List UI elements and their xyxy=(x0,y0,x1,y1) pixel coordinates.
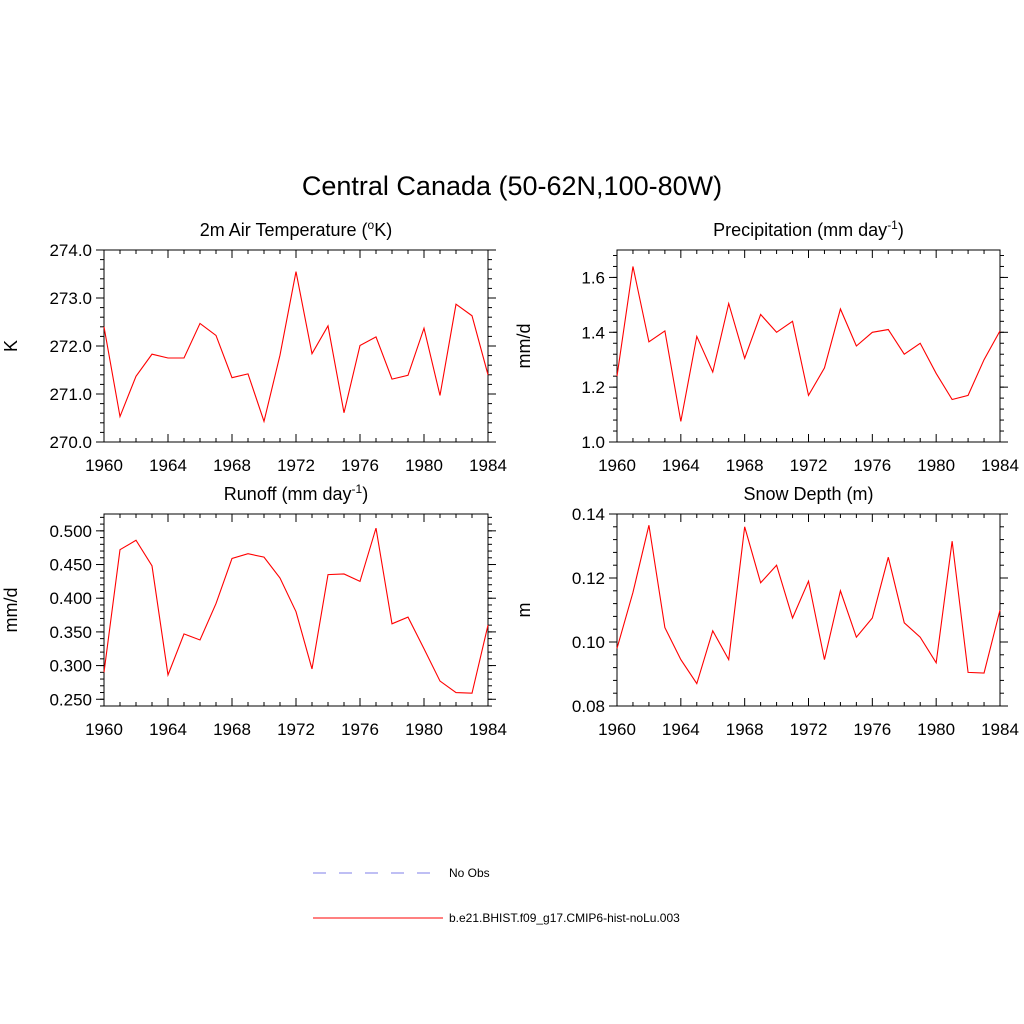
x-tick-label: 1960 xyxy=(598,456,636,475)
plot-frame xyxy=(103,249,489,443)
x-tick-label: 1960 xyxy=(85,720,123,739)
x-tick-label: 1980 xyxy=(917,720,955,739)
x-tick-label: 1960 xyxy=(598,720,636,739)
figure-title: Central Canada (50-62N,100-80W) xyxy=(302,171,722,201)
x-tick-label: 1984 xyxy=(981,456,1019,475)
x-tick-label: 1964 xyxy=(662,456,700,475)
x-tick-label: 1964 xyxy=(662,720,700,739)
series-line xyxy=(616,266,1001,422)
legend-label-no-obs: No Obs xyxy=(449,866,490,880)
y-tick-label: 272.0 xyxy=(49,337,92,356)
x-tick-label: 1972 xyxy=(790,456,828,475)
x-tick-label: 1972 xyxy=(277,720,315,739)
x-tick-label: 1972 xyxy=(790,720,828,739)
y-axis-label: K xyxy=(1,340,21,352)
y-axis-label: m xyxy=(514,603,534,618)
x-tick-label: 1984 xyxy=(469,456,507,475)
series-line xyxy=(103,527,489,694)
y-axis-label: mm/d xyxy=(1,588,21,633)
x-tick-label: 1984 xyxy=(469,720,507,739)
x-tick-label: 1972 xyxy=(277,456,315,475)
x-tick-label: 1984 xyxy=(981,720,1019,739)
series-line xyxy=(103,271,489,424)
x-tick-label: 1968 xyxy=(726,720,764,739)
y-tick-label: 0.14 xyxy=(572,505,605,524)
panel-2: 1960 1964 1968 1972 1976 1980 1984 0.250 0.300 0.… xyxy=(1,482,507,739)
plot-frame xyxy=(103,513,489,707)
legend: No Obs b.e21.BHIST.f09_g17.CMIP6-hist-no… xyxy=(313,866,680,925)
panel-title: 2m Air Temperature (oK) xyxy=(200,218,392,240)
panel-1: 1960 1964 1968 1972 1976 1980 1984 1.0 1.2 1.4 1.6… xyxy=(514,218,1019,475)
y-tick-label: 0.350 xyxy=(49,623,92,642)
y-tick-label: 0.400 xyxy=(49,589,92,608)
x-tick-label: 1960 xyxy=(85,456,123,475)
y-tick-label: 0.500 xyxy=(49,522,92,541)
panel-title: Precipitation (mm day-1) xyxy=(713,218,904,240)
x-tick-label: 1976 xyxy=(341,720,379,739)
series-line xyxy=(616,525,1001,685)
x-tick-label: 1968 xyxy=(213,456,251,475)
x-tick-label: 1964 xyxy=(149,720,187,739)
y-tick-label: 0.250 xyxy=(49,690,92,709)
x-tick-label: 1976 xyxy=(853,456,891,475)
panel-3: 1960 1964 1968 1972 1976 1980 1984 0.08 0.10 0.12… xyxy=(514,484,1019,739)
y-tick-label: 1.2 xyxy=(581,378,605,397)
y-tick-label: 0.08 xyxy=(572,697,605,716)
panel-0: 1960 1964 1968 1972 1976 1980 1984 270.0 271.0 27… xyxy=(1,218,507,475)
y-tick-label: 0.450 xyxy=(49,556,92,575)
plot-frame xyxy=(616,249,1001,443)
x-tick-label: 1964 xyxy=(149,456,187,475)
y-tick-label: 1.4 xyxy=(581,323,605,342)
y-tick-label: 273.0 xyxy=(49,289,92,308)
y-tick-label: 0.300 xyxy=(49,657,92,676)
y-tick-label: 271.0 xyxy=(49,385,92,404)
y-tick-label: 274.0 xyxy=(49,241,92,260)
y-tick-label: 0.10 xyxy=(572,633,605,652)
panel-title: Runoff (mm day-1) xyxy=(224,482,368,504)
y-tick-label: 1.0 xyxy=(581,433,605,452)
panels-container: 1960 1964 1968 1972 1976 1980 1984 270.0 271.0 27… xyxy=(1,218,1019,739)
panel-title: Snow Depth (m) xyxy=(743,484,873,504)
x-tick-label: 1968 xyxy=(726,456,764,475)
legend-label-model: b.e21.BHIST.f09_g17.CMIP6-hist-noLu.003 xyxy=(449,911,680,925)
x-tick-label: 1976 xyxy=(341,456,379,475)
x-tick-label: 1980 xyxy=(405,456,443,475)
x-tick-label: 1976 xyxy=(853,720,891,739)
y-axis-label: mm/d xyxy=(514,324,534,369)
y-tick-label: 270.0 xyxy=(49,433,92,452)
y-tick-label: 0.12 xyxy=(572,569,605,588)
y-tick-label: 1.6 xyxy=(581,268,605,287)
x-tick-label: 1968 xyxy=(213,720,251,739)
x-tick-label: 1980 xyxy=(917,456,955,475)
x-tick-label: 1980 xyxy=(405,720,443,739)
